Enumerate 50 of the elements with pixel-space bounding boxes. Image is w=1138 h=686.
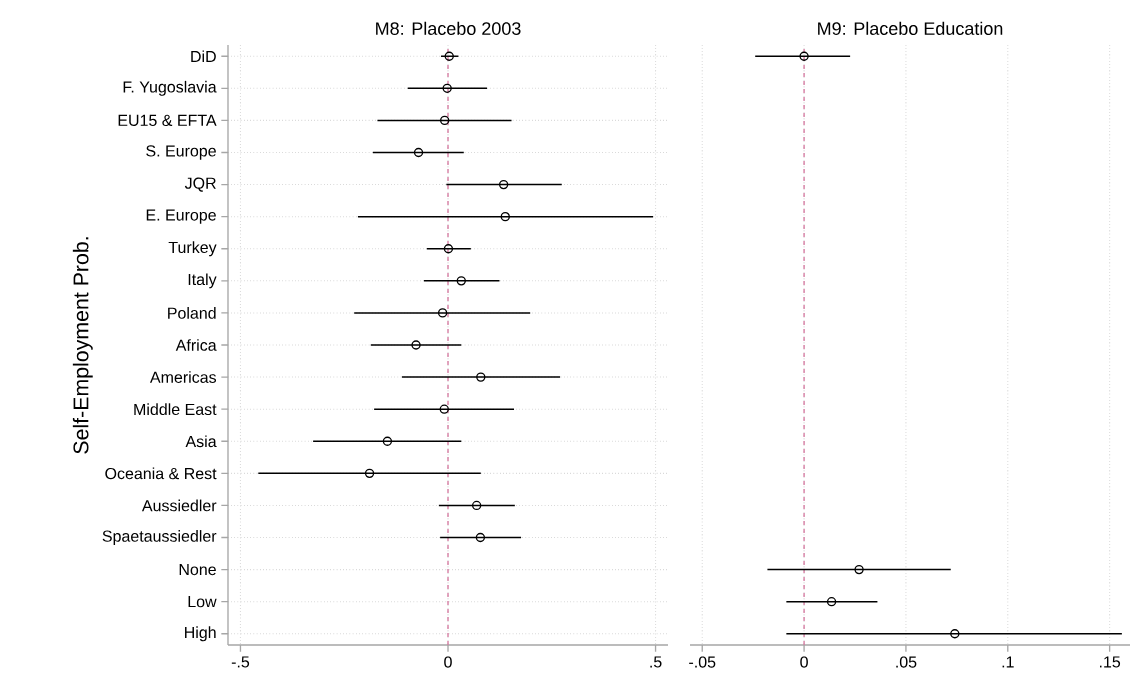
- y-tick-label: Middle East: [134, 403, 217, 416]
- y-tick-label: E. Europe: [146, 209, 216, 224]
- chart-title: M9: Placebo Education: [818, 21, 1003, 35]
- y-tick-label: F. Yugoslavia: [123, 80, 217, 96]
- y-tick-label: Americas: [149, 371, 217, 383]
- y-tick-label: Poland: [168, 307, 216, 319]
- x-tick-label: .05: [896, 656, 917, 668]
- point: [799, 51, 809, 61]
- y-axis-title: Self-Employment Prob.: [72, 237, 93, 454]
- y-tick-label: Spaetaussiedler: [102, 530, 217, 545]
- y-tick-label: Aussiedler: [141, 499, 217, 512]
- point: [364, 468, 375, 479]
- y-tick-label: Oceania & Rest: [105, 467, 217, 480]
- y-tick-label: None: [179, 564, 216, 576]
- y-tick-label: DiD: [191, 50, 216, 63]
- x-tick-label: -.5: [231, 656, 250, 668]
- point: [476, 372, 486, 382]
- chart-title: M8: Placebo 2003: [376, 21, 521, 35]
- point: [440, 115, 450, 126]
- point: [500, 211, 510, 222]
- point: [443, 244, 454, 254]
- x-tick-label: 0: [444, 656, 452, 668]
- y-tick-label: Africa: [175, 339, 217, 351]
- y-tick-label: Low: [188, 596, 217, 608]
- x-tick-label: 0: [800, 656, 808, 668]
- point: [413, 147, 424, 158]
- point: [475, 532, 486, 543]
- y-tick-label: JQR: [184, 177, 216, 192]
- x-tick-label: .1: [1002, 656, 1014, 668]
- y-tick-label: Asia: [185, 435, 217, 448]
- x-tick-label: .5: [650, 656, 662, 668]
- x-tick-label: -.05: [689, 656, 716, 668]
- y-tick-label: EU15 & EFTA: [118, 114, 217, 127]
- y-tick-label: Italy: [188, 273, 217, 289]
- y-tick-label: High: [185, 626, 216, 642]
- point: [444, 51, 454, 61]
- x-tick-label: .15: [1099, 656, 1121, 668]
- point: [439, 404, 449, 414]
- point: [826, 597, 837, 607]
- point: [950, 629, 960, 639]
- point: [411, 340, 421, 350]
- y-tick-label: S. Europe: [146, 145, 216, 160]
- y-tick-label: Turkey: [168, 241, 217, 257]
- point: [382, 436, 393, 446]
- point: [442, 83, 452, 93]
- point: [498, 179, 509, 190]
- point: [456, 276, 466, 286]
- point: [471, 500, 482, 511]
- point: [437, 308, 448, 318]
- point: [854, 564, 864, 575]
